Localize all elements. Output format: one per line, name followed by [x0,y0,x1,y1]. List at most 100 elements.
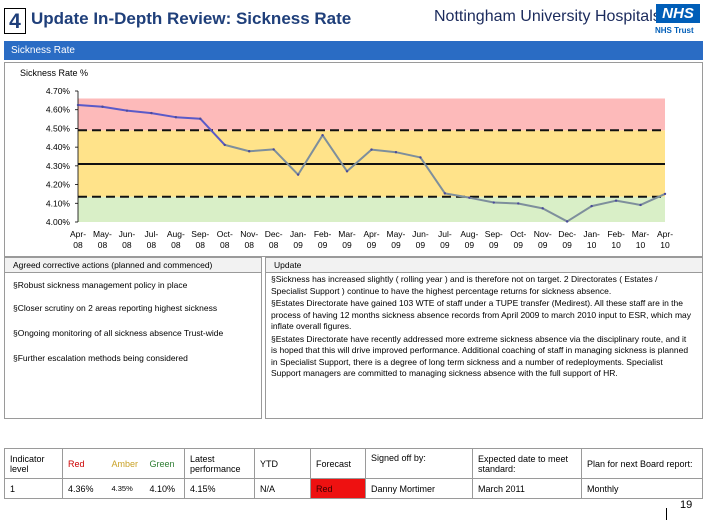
data-point [517,202,520,205]
data-point [394,150,398,154]
x-tick-label: Dec-08 [265,229,283,250]
header-forecast: Forecast [310,448,366,479]
status-table: Indicator level Red Amber Green Latest p… [4,448,703,499]
series-segment [394,151,422,159]
header-amber: Amber [106,448,145,479]
data-point [565,220,569,223]
action-item: §Further escalation methods being consid… [13,353,188,363]
x-tick-label: Dec-09 [558,229,576,250]
data-point [541,207,544,210]
update-paragraph: §Estates Directorate have recently addre… [271,333,689,379]
series-segment [590,199,618,208]
value-ytd: N/A [254,478,311,499]
x-tick-label: Jun-09 [412,229,429,250]
section-header: Sickness Rate [4,41,703,60]
data-point [370,148,373,151]
data-point [614,199,618,202]
x-tick-label: Nov-09 [534,229,552,250]
data-point [321,133,324,137]
y-tick-label: 4.60% [46,105,71,115]
data-point [663,192,667,196]
header-signed-off: Signed off by: [365,448,473,479]
update-paragraph: §Sickness has increased slightly ( rolli… [271,274,658,296]
data-point [468,196,471,199]
x-tick-label: Nov-08 [240,229,258,250]
y-tick-label: 4.40% [46,142,71,152]
x-tick-label: Jan-09 [290,229,307,250]
x-tick-label: Aug-09 [460,229,478,250]
y-tick-label: 4.50% [46,123,71,133]
chart-title: Sickness Rate % [20,68,88,78]
data-point [296,173,300,176]
data-point [492,201,495,204]
x-tick-label: Oct-09 [510,229,526,250]
data-point [174,116,178,119]
x-tick-label: Sep-08 [191,229,209,250]
series-segment [248,148,275,153]
x-tick-label: Mar-10 [632,229,650,250]
x-tick-label: Mar-09 [338,229,356,250]
sickness-rate-chart: Sickness Rate % 4.70% 4.60% 4.50% 4.40% 4.30… [20,68,673,250]
series-segment [321,134,349,173]
data-point [248,150,251,153]
status-value-row: 1 4.36% 4.35% 4.10% 4.15% N/A Red Danny … [4,478,703,499]
x-tick-label: May-09 [387,229,406,250]
value-latest-performance: 4.15% [184,478,255,499]
y-tick-label: 4.20% [46,180,71,190]
series-segment [468,196,495,204]
action-item: §Ongoing monitoring of all sickness abse… [13,328,224,338]
series-segment [297,134,324,176]
series-segment [443,192,471,199]
header-plan: Plan for next Board report: [581,448,703,479]
header-expected-date: Expected date to meet standard: [472,448,582,479]
data-point [590,204,593,208]
header-green: Green [144,448,185,479]
series-segment [101,105,128,112]
series-segment [517,202,544,210]
data-point [125,109,129,112]
x-tick-label: Sep-09 [485,229,503,250]
series-segment [77,104,104,108]
data-point [443,192,447,195]
header-red: Red [62,448,107,479]
series-segment [223,143,251,153]
data-point [76,103,80,107]
value-red: 4.36% [62,478,107,499]
value-amber: 4.35% [106,478,145,499]
data-point [419,156,422,159]
series-segment [150,112,177,119]
series-segment [566,205,593,223]
data-point [639,203,642,207]
x-tick-label: May-08 [93,229,112,250]
x-tick-label: Apr-09 [363,229,379,250]
action-item: §Closer scrutiny on 2 areas reporting hi… [13,303,218,313]
y-tick-label: 4.30% [46,161,71,171]
value-expected-date: March 2011 [472,478,582,499]
header-indicator-level: Indicator level [4,448,63,479]
y-tick-label: 4.00% [46,217,71,227]
series-segment [272,148,300,176]
data-point [199,117,202,120]
x-tick-label: Jul-09 [438,229,452,250]
series-segment [492,201,520,205]
value-signed-off: Danny Mortimer [365,478,473,499]
x-tick-label: Aug-08 [167,229,185,250]
footer-divider [666,508,667,520]
series-segment [346,148,373,173]
series-segment [615,199,642,206]
data-point [101,105,104,108]
series-segment [199,117,226,146]
x-tick-label: Jun-08 [119,229,136,250]
x-tick-label: Feb-10 [607,229,625,250]
nhs-logo: NHS [656,4,700,23]
x-tick-label: Apr-10 [657,229,673,250]
slide-number: 4 [4,8,26,34]
status-header-row: Indicator level Red Amber Green Latest p… [4,448,703,479]
hospital-logo-text: Nottingham University Hospitals [434,8,661,25]
series-segment [541,207,569,223]
x-tick-label: Jul-08 [145,229,159,250]
y-tick-label: 4.70% [46,86,71,96]
series-segment [125,109,153,115]
series-segment [639,192,666,206]
series-segment [174,116,202,120]
